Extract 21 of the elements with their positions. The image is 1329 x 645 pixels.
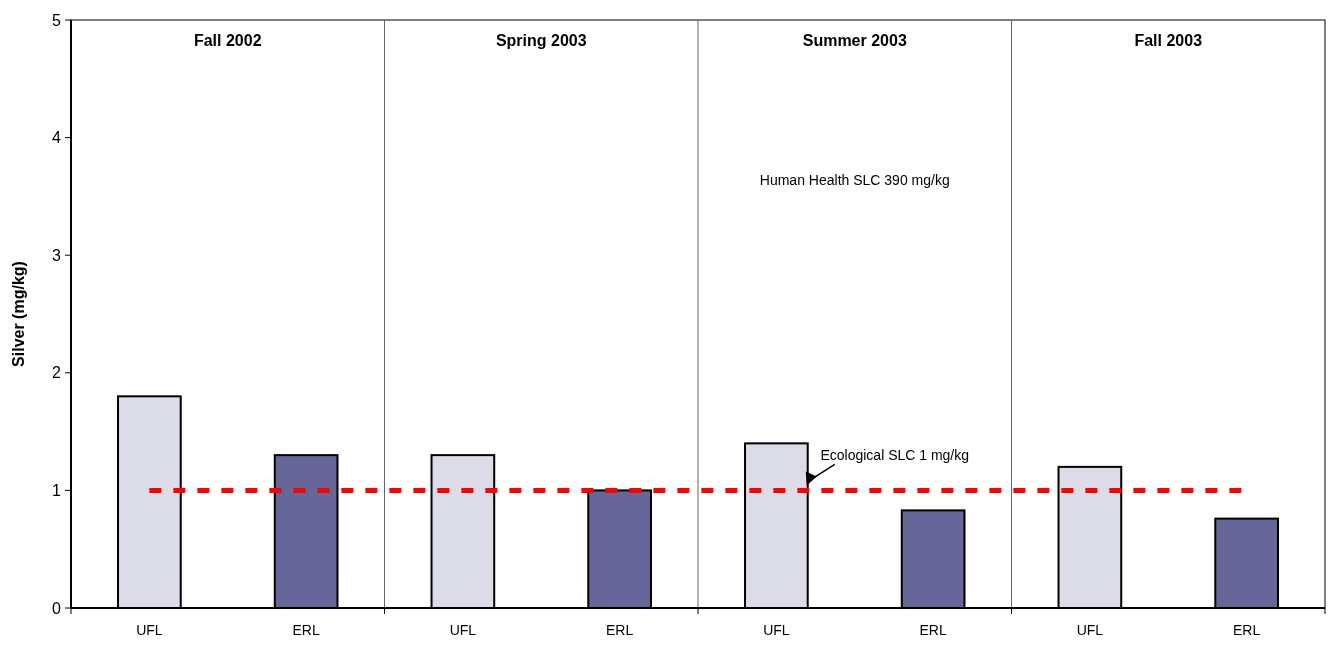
x-tick-label: ERL [292, 622, 320, 638]
y-tick-label: 0 [52, 599, 62, 617]
ref-line-label: Ecological SLC 1 mg/kg [820, 447, 970, 464]
y-tick-label: 5 [52, 11, 62, 29]
x-tick-label: ERL [919, 622, 947, 638]
annotation: Human Health SLC 390 mg/kg [759, 171, 950, 188]
y-tick-label: 1 [52, 482, 62, 499]
y-tick-label: 4 [52, 129, 62, 147]
x-tick-label: ERL [1233, 622, 1261, 638]
x-tick-label: UFL [763, 622, 790, 638]
y-tick-label: 3 [52, 246, 62, 264]
annotation: Summer 2003 [802, 32, 907, 49]
x-tick-label: UFL [449, 622, 477, 638]
annotation: Fall 2002 [193, 32, 262, 49]
x-tick-label: UFL [136, 622, 163, 638]
annotation: Spring 2003 [495, 32, 587, 49]
y-axis-title: Silver (mg/kg) [10, 261, 27, 367]
x-tick-label: ERL [606, 622, 634, 638]
annotation: Fall 2003 [1134, 32, 1203, 49]
x-tick-label: UFL [1076, 622, 1104, 638]
y-tick-label: 2 [52, 364, 62, 382]
